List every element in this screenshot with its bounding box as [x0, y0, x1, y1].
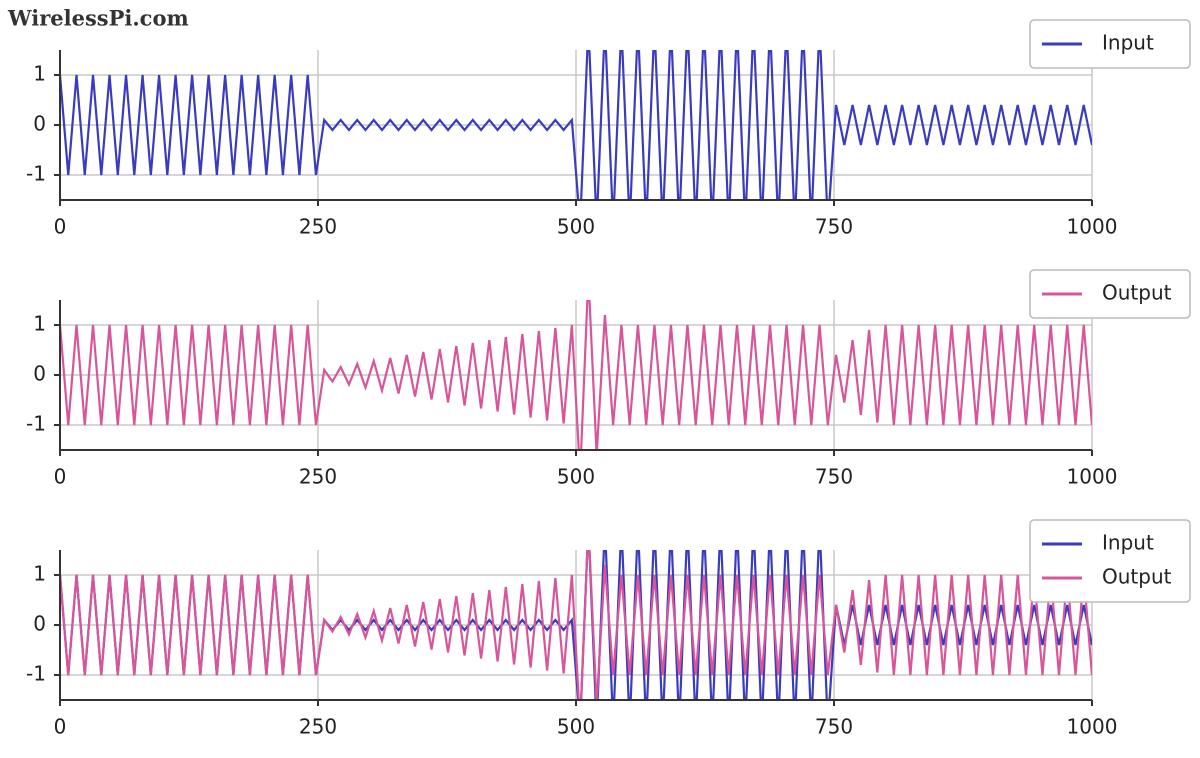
x-tick-label: 750 — [815, 465, 853, 489]
x-tick-label: 0 — [54, 215, 67, 239]
legend-label: Output — [1102, 565, 1172, 589]
x-tick-label: 0 — [54, 465, 67, 489]
legend-label: Input — [1102, 531, 1154, 555]
y-tick-label: -1 — [26, 662, 46, 686]
legend-label: Output — [1102, 281, 1172, 305]
watermark: WirelessPi.com — [7, 6, 189, 31]
legend-box — [1029, 19, 1191, 69]
y-tick-label: -1 — [26, 412, 46, 436]
series-line — [60, 50, 1092, 200]
legend-box — [1029, 269, 1191, 319]
x-tick-label: 500 — [557, 715, 595, 739]
legend-label: Input — [1102, 31, 1154, 55]
y-tick-label: -1 — [26, 162, 46, 186]
x-tick-label: 750 — [815, 715, 853, 739]
x-tick-label: 1000 — [1067, 215, 1118, 239]
legend-box — [1029, 519, 1191, 603]
series-line — [60, 550, 1092, 700]
y-tick-label: 1 — [33, 312, 46, 336]
x-tick-label: 0 — [54, 715, 67, 739]
x-tick-label: 1000 — [1067, 715, 1118, 739]
y-tick-label: 0 — [33, 362, 46, 386]
series-line — [60, 300, 1092, 450]
x-tick-label: 250 — [299, 465, 337, 489]
x-tick-label: 750 — [815, 215, 853, 239]
y-tick-label: 0 — [33, 112, 46, 136]
x-tick-label: 250 — [299, 215, 337, 239]
y-tick-label: 0 — [33, 612, 46, 636]
y-tick-label: 1 — [33, 62, 46, 86]
x-tick-label: 500 — [557, 465, 595, 489]
x-tick-label: 500 — [557, 215, 595, 239]
x-tick-label: 1000 — [1067, 465, 1118, 489]
y-tick-label: 1 — [33, 562, 46, 586]
x-tick-label: 250 — [299, 715, 337, 739]
